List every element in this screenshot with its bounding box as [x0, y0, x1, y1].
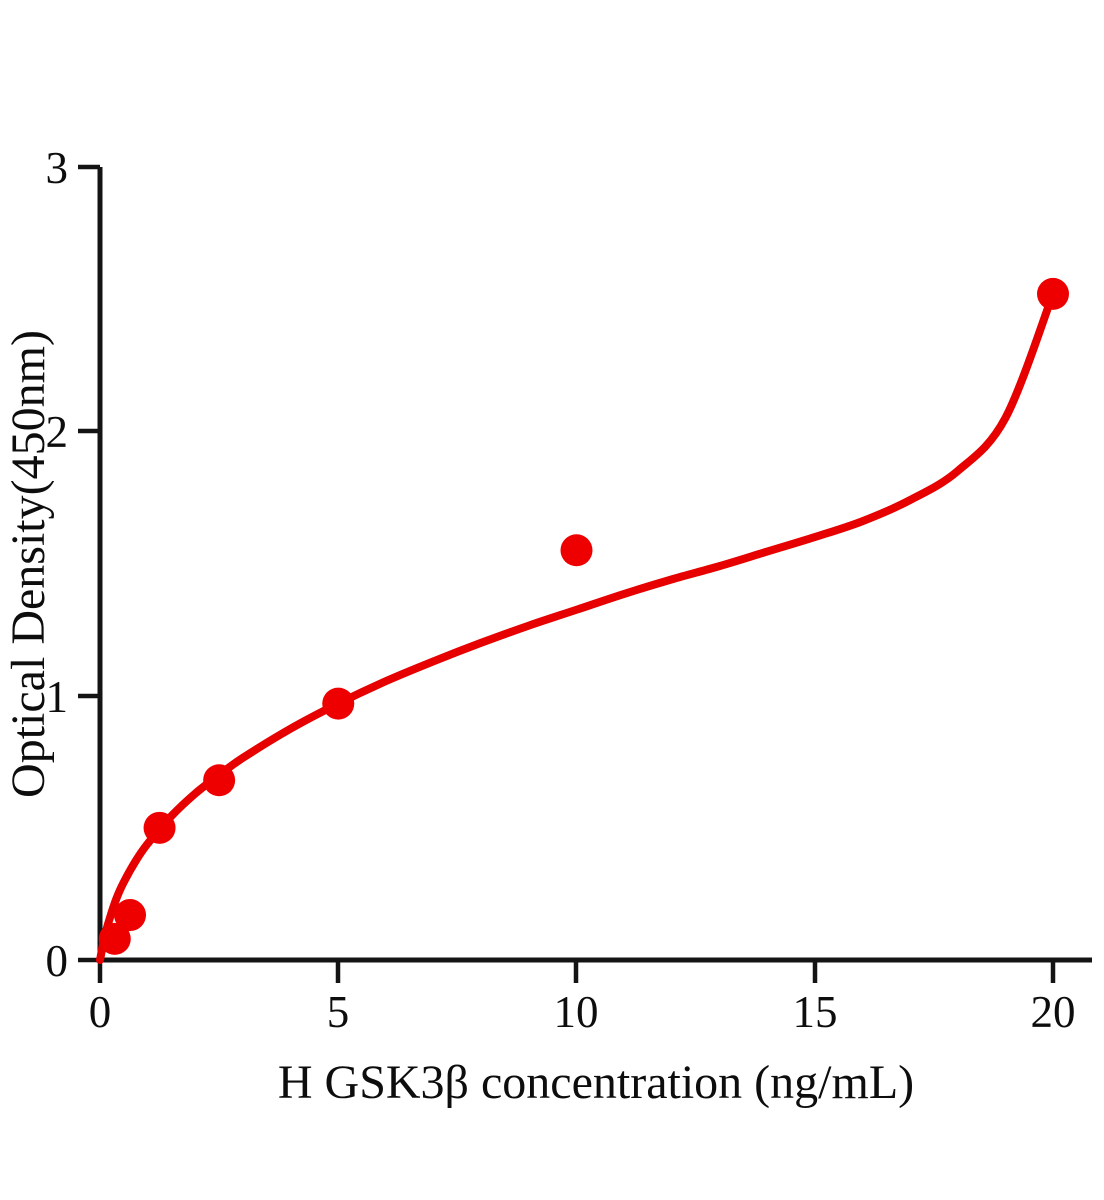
x-tick-label-10: 10	[554, 987, 599, 1037]
data-point-group	[98, 277, 1069, 955]
data-point	[560, 534, 593, 567]
data-point	[98, 922, 131, 955]
y-axis-title: Optical Density(450nm)	[2, 330, 55, 798]
x-tick-label-20: 20	[1031, 987, 1076, 1037]
y-tick-label-3: 3	[46, 143, 69, 193]
x-axis-title: H GSK3β concentration (ng/mL)	[278, 1056, 914, 1109]
data-point	[114, 899, 147, 932]
y-tick-label-1: 1	[46, 672, 69, 722]
x-axis-ticks	[97, 960, 1056, 983]
y-tick-label-0: 0	[46, 936, 69, 986]
data-point	[143, 811, 176, 844]
data-point	[203, 764, 236, 797]
data-point	[322, 687, 355, 720]
x-tick-label-5: 5	[327, 987, 350, 1037]
data-point	[1037, 277, 1069, 310]
y-axis-ticks	[78, 164, 100, 963]
x-tick-label-0: 0	[89, 987, 112, 1037]
x-tick-label-15: 15	[793, 987, 838, 1037]
fitted-curve	[96, 289, 1057, 964]
y-tick-label-2: 2	[46, 407, 69, 457]
